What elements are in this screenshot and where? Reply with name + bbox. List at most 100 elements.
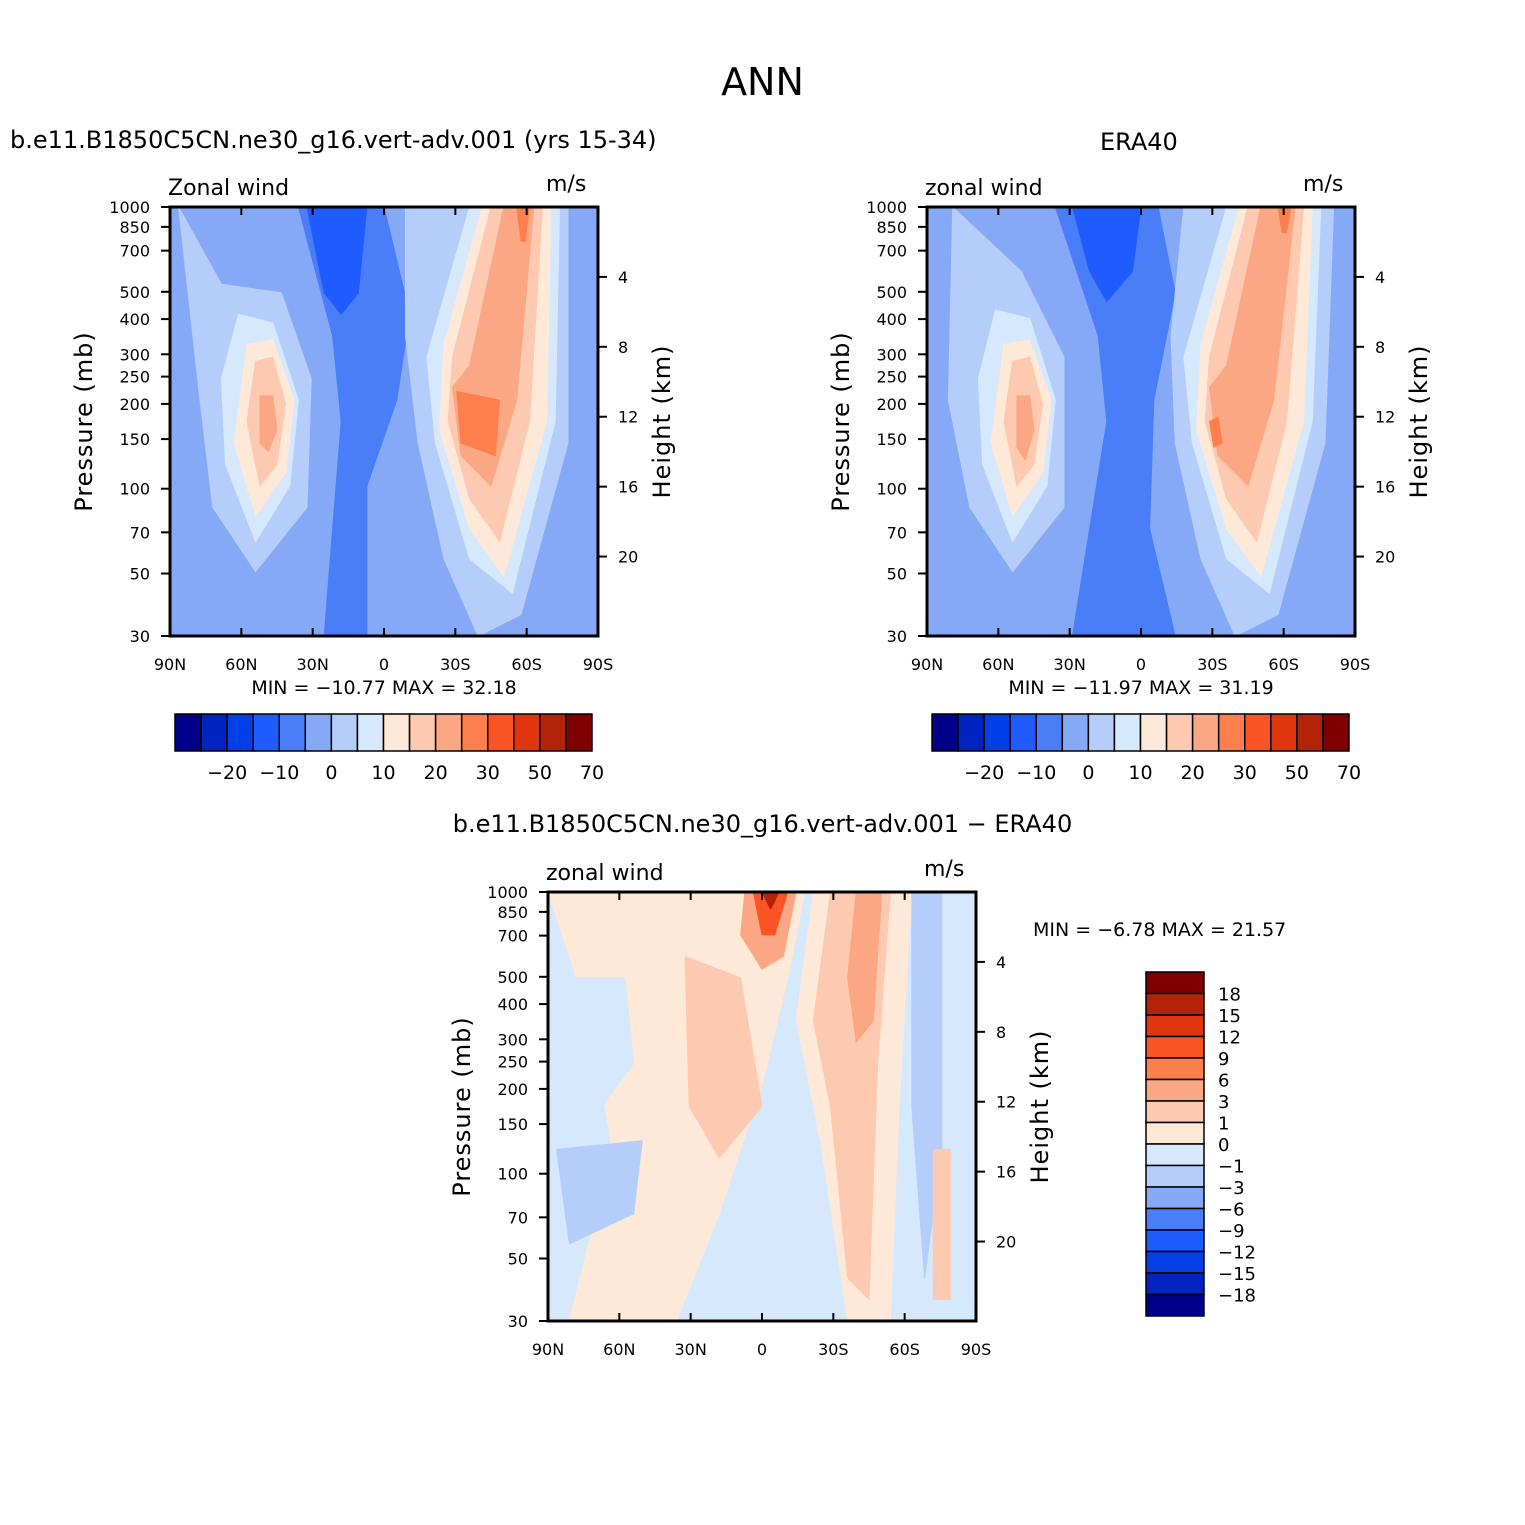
min-max-stats: MIN = −6.78 MAX = 21.57 xyxy=(1033,919,1286,941)
figure-title: ANN xyxy=(721,60,804,104)
colorbar-label: 10 xyxy=(1128,762,1152,784)
y2-tick-label: 4 xyxy=(996,953,1006,972)
colorbar-label: −20 xyxy=(207,762,247,784)
colorbar-label: −3 xyxy=(1218,1178,1245,1199)
colorbar-swatch xyxy=(1145,971,1205,995)
y-tick-label: 250 xyxy=(876,368,907,387)
colorbar-swatch xyxy=(1145,1229,1205,1253)
y-tick-label: 700 xyxy=(497,927,528,946)
y-axis-title: Pressure (mb) xyxy=(70,331,98,511)
colorbar-swatch xyxy=(1145,1057,1205,1081)
colorbar-swatch xyxy=(408,713,437,752)
contour-region xyxy=(259,395,278,452)
y-tick-label: 1000 xyxy=(866,198,907,217)
colorbar-swatch xyxy=(931,713,959,752)
colorbar-swatch xyxy=(460,713,489,752)
contour-region xyxy=(761,892,780,910)
x-tick-label: 30S xyxy=(818,1340,849,1359)
colorbar-label: 6 xyxy=(1218,1071,1229,1092)
contour-region xyxy=(516,207,530,242)
colorbar-swatch xyxy=(1191,713,1220,752)
y2-tick-label: 8 xyxy=(618,338,628,357)
x-tick-label: 90S xyxy=(583,655,614,674)
contour-region xyxy=(1277,207,1292,234)
y-tick-label: 150 xyxy=(497,1115,528,1134)
colorbar-swatch xyxy=(1145,1100,1205,1124)
contour-region xyxy=(548,977,635,1193)
x-tick-label: 60S xyxy=(889,1340,920,1359)
colorbar-label: −15 xyxy=(1218,1264,1256,1285)
x-tick-label: 90S xyxy=(961,1340,992,1359)
x-tick-label: 60N xyxy=(982,655,1014,674)
y-tick-label: 70 xyxy=(130,523,150,542)
colorbar-label: 0 xyxy=(325,762,337,784)
field-name-label: zonal wind xyxy=(546,861,664,886)
colorbar-label: −12 xyxy=(1218,1243,1256,1264)
x-tick-label: 60N xyxy=(603,1340,635,1359)
colorbar-swatch xyxy=(1009,713,1037,752)
y2-axis-title: Height (km) xyxy=(648,345,676,499)
y2-tick-label: 4 xyxy=(1375,268,1385,287)
contour-region xyxy=(1209,207,1296,487)
y2-tick-label: 12 xyxy=(618,408,638,427)
x-tick-label: 0 xyxy=(1136,655,1146,674)
colorbar-label: 70 xyxy=(1337,762,1361,784)
colorbar-label: 20 xyxy=(424,762,448,784)
min-max-stats: MIN = −11.97 MAX = 31.19 xyxy=(1008,677,1273,699)
colorbar-label: 30 xyxy=(1233,762,1257,784)
contour-field xyxy=(548,892,976,1321)
x-tick-label: 30N xyxy=(297,655,329,674)
x-tick-label: 0 xyxy=(379,655,389,674)
colorbar-label: 1 xyxy=(1218,1114,1229,1135)
obs-panel-title: ERA40 xyxy=(1100,128,1178,156)
x-tick-label: 90N xyxy=(911,655,943,674)
x-tick-label: 60S xyxy=(511,655,542,674)
y2-tick-label: 8 xyxy=(996,1023,1006,1042)
contour-region xyxy=(684,955,763,1159)
colorbar-swatch xyxy=(1145,1014,1205,1038)
units-label: m/s xyxy=(924,857,964,882)
y-tick-label: 70 xyxy=(508,1208,528,1227)
min-max-stats: MIN = −10.77 MAX = 32.18 xyxy=(251,677,516,699)
colorbar-label: −10 xyxy=(1016,762,1056,784)
colorbar-swatch xyxy=(356,713,385,752)
colorbar-swatch xyxy=(1113,713,1142,752)
y-tick-label: 50 xyxy=(887,565,907,584)
y-tick-label: 850 xyxy=(876,218,907,237)
y-tick-label: 400 xyxy=(497,995,528,1014)
y2-axis-title: Height (km) xyxy=(1026,1030,1054,1184)
y2-tick-label: 16 xyxy=(618,478,638,497)
colorbar-swatch xyxy=(226,713,254,752)
colorbar-swatch xyxy=(434,713,463,752)
y2-tick-label: 16 xyxy=(996,1163,1016,1182)
y-tick-label: 50 xyxy=(130,565,150,584)
contour-region xyxy=(1209,416,1223,448)
y-tick-label: 1000 xyxy=(487,883,528,902)
colorbar-swatch xyxy=(1296,713,1324,752)
colorbar-label: 0 xyxy=(1218,1135,1229,1156)
y-tick-label: 250 xyxy=(497,1053,528,1072)
colorbar-swatch xyxy=(1061,713,1090,752)
colorbar-swatch xyxy=(1165,713,1194,752)
colorbar-swatch xyxy=(1145,1164,1205,1188)
contour-region xyxy=(297,207,411,636)
colorbar-label: −20 xyxy=(964,762,1004,784)
y-tick-label: 850 xyxy=(119,218,150,237)
colorbar-swatch xyxy=(983,713,1011,752)
y-tick-label: 500 xyxy=(119,283,150,302)
colorbar-swatch xyxy=(1145,1207,1205,1231)
colorbar-label: −10 xyxy=(259,762,299,784)
colorbar-swatch xyxy=(1145,1143,1205,1167)
colorbar-label: 50 xyxy=(528,762,552,784)
colorbar-label: 10 xyxy=(371,762,395,784)
colorbar-swatch xyxy=(1145,1293,1205,1317)
x-tick-label: 30N xyxy=(1054,655,1086,674)
x-tick-label: 30S xyxy=(440,655,471,674)
field-name-label: Zonal wind xyxy=(168,176,289,201)
y-tick-label: 500 xyxy=(497,968,528,987)
colorbar-label: 50 xyxy=(1285,762,1309,784)
colorbar-label: 20 xyxy=(1181,762,1205,784)
colorbar-swatch xyxy=(1145,1250,1205,1274)
y-tick-label: 70 xyxy=(887,523,907,542)
field-name-label: zonal wind xyxy=(925,176,1043,201)
